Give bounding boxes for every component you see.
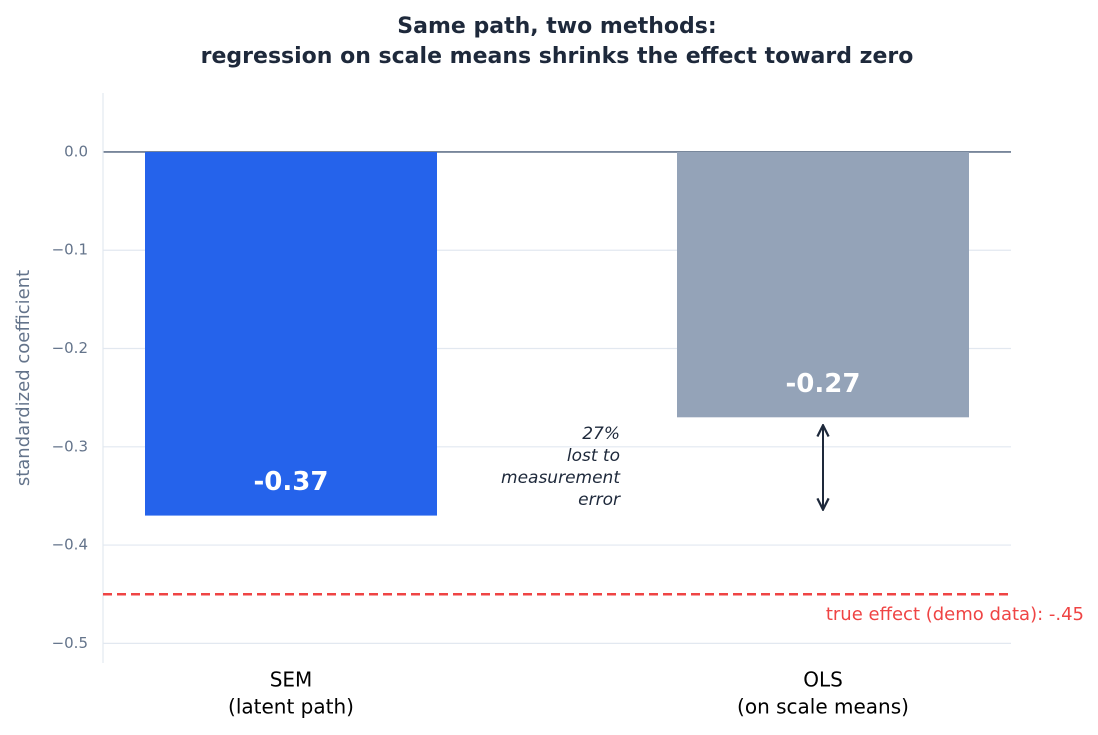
value-label: -0.27: [786, 369, 861, 399]
y-tick-label: −0.3: [52, 437, 88, 455]
y-tick-label: 0.0: [64, 142, 88, 160]
y-tick-label: −0.4: [52, 536, 88, 554]
bar: [145, 151, 437, 516]
annotation: error: [578, 490, 621, 510]
x-tick-sublabel: (on scale means): [737, 695, 909, 719]
y-tick-label: −0.1: [52, 241, 88, 259]
y-tick-label: −0.5: [52, 634, 88, 652]
y-tick-label: −0.2: [52, 339, 88, 357]
x-tick-label: SEM: [270, 668, 313, 692]
y-axis-label: standardized coefficient: [13, 270, 34, 486]
annotation: measurement: [501, 468, 621, 488]
annotation: 27%: [582, 424, 620, 444]
x-tick-sublabel: (latent path): [228, 695, 354, 719]
bar: [677, 151, 969, 418]
reference-label: true effect (demo data): -.45: [826, 604, 1084, 625]
chart-title: regression on scale means shrinks the ef…: [201, 44, 914, 69]
chart-title: Same path, two methods:: [397, 14, 716, 39]
value-label: -0.37: [254, 467, 329, 497]
x-tick-label: OLS: [803, 668, 843, 692]
annotation: lost to: [567, 446, 620, 466]
